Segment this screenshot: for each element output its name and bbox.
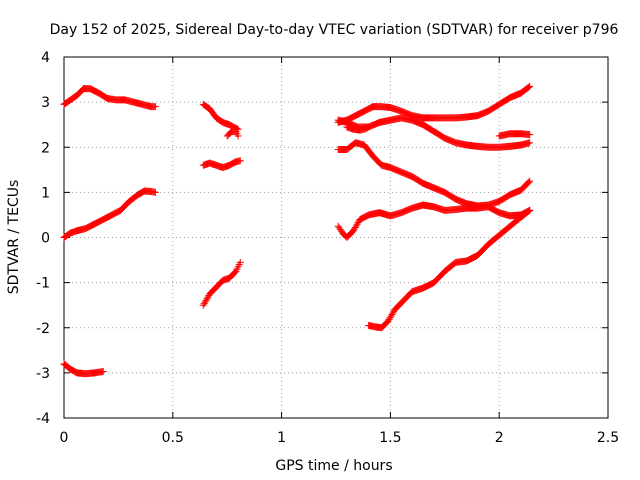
- chart-title: Day 152 of 2025, Sidereal Day-to-day VTE…: [50, 22, 619, 38]
- series-arc-2: [60, 187, 159, 241]
- data-point: [525, 83, 533, 91]
- y-tick-label: -2: [36, 321, 50, 337]
- x-tick-label: 1: [277, 430, 286, 446]
- x-tick-label: 2: [495, 430, 504, 446]
- series-arc-13: [334, 201, 534, 241]
- data-point: [234, 132, 242, 140]
- x-axis-tick-labels: 0 0.5 1 1.5 2 2.5: [60, 430, 620, 446]
- series-arc-11: [495, 130, 534, 140]
- data-point: [525, 178, 533, 186]
- data-point: [526, 206, 534, 214]
- data-point: [99, 368, 107, 376]
- data-point: [236, 157, 244, 165]
- series-arc-3: [60, 360, 107, 378]
- x-tick-label: 0: [60, 430, 69, 446]
- y-tick-label: 0: [41, 231, 50, 247]
- series-arc-12: [334, 139, 534, 210]
- data-point: [365, 123, 373, 131]
- data-point: [364, 124, 372, 132]
- y-tick-label: 3: [41, 95, 50, 111]
- series-arc-5: [223, 127, 242, 140]
- y-tick-label: 1: [41, 185, 50, 201]
- x-tick-label: 2.5: [597, 430, 619, 446]
- data-point: [525, 207, 533, 215]
- y-tick-label: -4: [36, 411, 50, 427]
- data-point: [526, 82, 534, 90]
- series-arc-4: [199, 100, 242, 133]
- series-arc-14: [365, 206, 534, 332]
- x-axis-label: GPS time / hours: [275, 458, 392, 474]
- x-tick-label: 0.5: [162, 430, 184, 446]
- data-point: [526, 177, 534, 185]
- y-tick-label: -1: [36, 276, 50, 292]
- grid: [64, 57, 608, 418]
- y-axis-tick-labels: -4 -3 -2 -1 0 1 2 3 4: [36, 50, 50, 427]
- data-points: [60, 82, 534, 378]
- y-tick-label: 2: [41, 140, 50, 156]
- data-point: [236, 258, 244, 266]
- axis-ticks: [63, 56, 609, 419]
- series-arc-7: [199, 258, 244, 309]
- data-point: [151, 188, 159, 196]
- series-arc-8: [334, 82, 534, 126]
- series-arc-1: [60, 85, 159, 111]
- x-tick-label: 1.5: [379, 430, 401, 446]
- y-tick-label: -3: [36, 366, 50, 382]
- data-point: [526, 131, 534, 139]
- series-arc-10: [343, 123, 373, 134]
- data-point: [526, 139, 534, 147]
- y-tick-label: 4: [41, 50, 50, 66]
- series-arc-6: [199, 157, 244, 172]
- y-axis-label: SDTVAR / TECUs: [6, 180, 22, 295]
- data-point: [151, 103, 159, 111]
